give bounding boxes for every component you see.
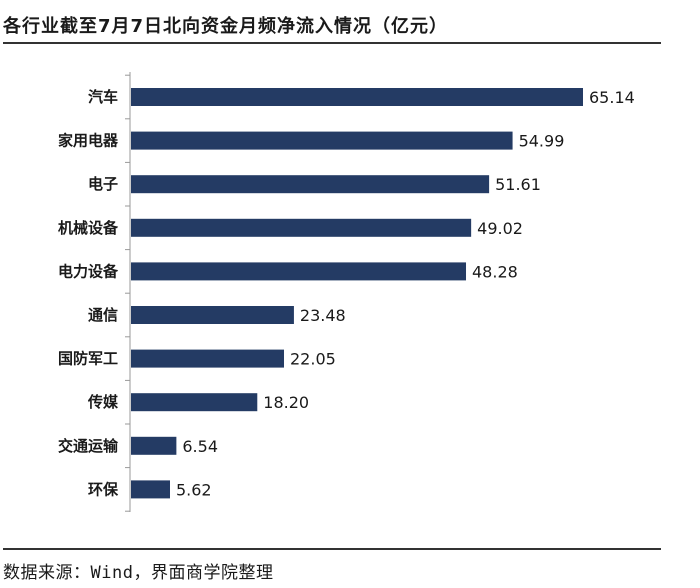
bar xyxy=(131,218,472,237)
data-label: 65.14 xyxy=(589,88,635,107)
bottom-rule xyxy=(3,548,661,550)
bar xyxy=(131,436,177,455)
data-label: 51.61 xyxy=(495,175,541,194)
category-label: 环保 xyxy=(88,480,119,498)
bar xyxy=(131,175,490,194)
category-label: 电力设备 xyxy=(58,262,119,280)
bar xyxy=(131,393,258,412)
bar xyxy=(131,349,285,368)
bar xyxy=(131,306,294,324)
bar xyxy=(131,88,583,106)
bar xyxy=(131,262,467,281)
data-label: 6.54 xyxy=(182,437,218,456)
top-rule xyxy=(3,42,661,44)
bar xyxy=(131,480,170,499)
data-label: 5.62 xyxy=(176,480,212,499)
category-label: 国防军工 xyxy=(58,350,118,368)
category-label: 电子 xyxy=(88,175,118,193)
source-note: 数据来源：Wind，界面商学院整理 xyxy=(3,563,274,583)
category-label: 汽车 xyxy=(88,88,118,106)
category-label: 交通运输 xyxy=(58,437,119,455)
data-label: 23.48 xyxy=(300,306,346,325)
category-label: 传媒 xyxy=(87,393,119,411)
data-label: 18.20 xyxy=(263,393,309,412)
data-label: 22.05 xyxy=(290,350,336,369)
data-label: 49.02 xyxy=(477,219,523,238)
data-label: 48.28 xyxy=(472,262,518,281)
chart-title: 各行业截至7月7日北向资金月频净流入情况（亿元） xyxy=(3,16,449,37)
category-label: 家用电器 xyxy=(58,132,119,150)
data-label: 54.99 xyxy=(519,132,565,151)
bar xyxy=(131,131,513,150)
category-label: 通信 xyxy=(88,306,118,324)
category-label: 机械设备 xyxy=(58,219,119,237)
